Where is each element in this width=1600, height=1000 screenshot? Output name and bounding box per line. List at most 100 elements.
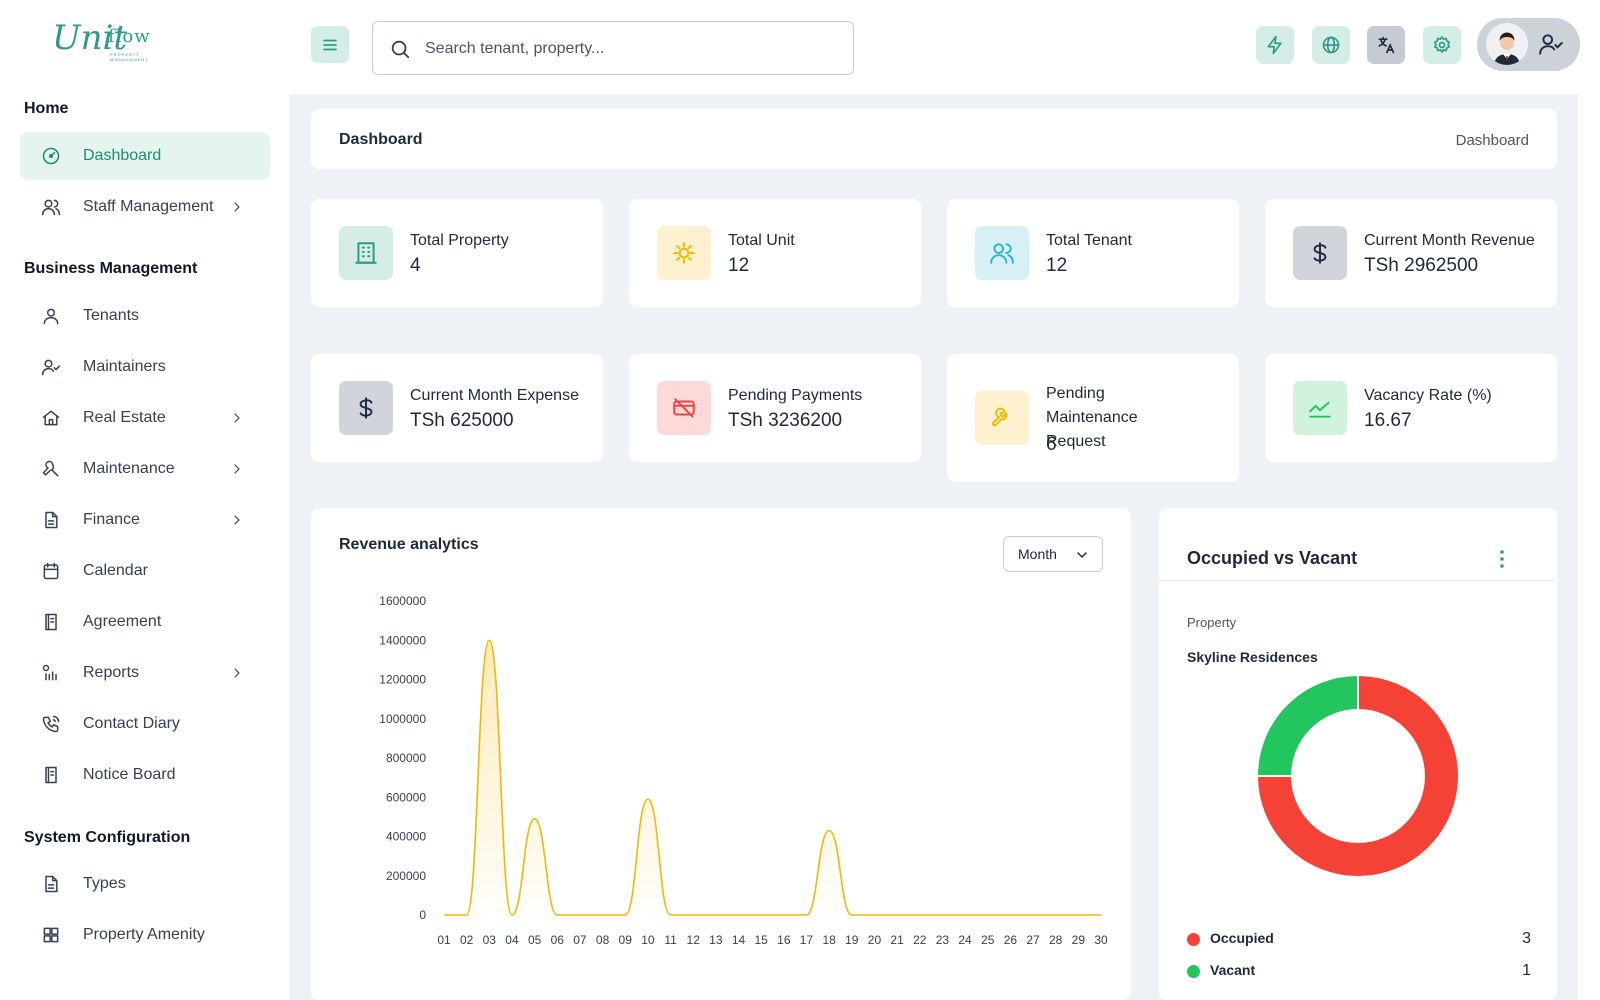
sidebar-item-calendar[interactable]: Calendar <box>20 547 270 595</box>
sidebar-item-real-estate[interactable]: Real Estate <box>20 394 270 442</box>
sidebar-item-maintenance[interactable]: Maintenance <box>20 445 270 493</box>
sidebar-item-maintainers[interactable]: Maintainers <box>20 343 270 391</box>
legend-item-occupied[interactable]: Occupied 3 <box>1187 930 1531 950</box>
stat-icon-box <box>1293 226 1347 280</box>
property-name[interactable]: Skyline Residences <box>1187 649 1318 665</box>
legend-value: 1 <box>1522 962 1531 979</box>
revenue-data-point[interactable] <box>758 912 764 918</box>
x-tick-label: 07 <box>573 933 587 947</box>
revenue-data-point[interactable] <box>600 912 606 918</box>
x-tick-label: 27 <box>1026 933 1040 947</box>
revenue-chart-title: Revenue analytics <box>339 536 479 553</box>
revenue-data-point[interactable] <box>962 912 968 918</box>
sidebar-item-label: Contact Diary <box>83 715 180 732</box>
unit-icon <box>673 242 695 264</box>
stat-value: 12 <box>728 255 750 276</box>
sidebar-item-dashboard[interactable]: Dashboard <box>20 132 270 180</box>
sidebar-item-agreement[interactable]: Agreement <box>20 598 270 646</box>
x-tick-label: 05 <box>528 933 542 947</box>
legend-item-vacant[interactable]: Vacant 1 <box>1187 962 1531 982</box>
translate-button[interactable] <box>1367 26 1405 64</box>
revenue-data-point[interactable] <box>1098 912 1104 918</box>
revenue-data-point[interactable] <box>736 912 742 918</box>
revenue-data-point[interactable] <box>713 912 719 918</box>
x-tick-label: 01 <box>437 933 451 947</box>
stat-icon-box <box>975 391 1029 445</box>
stat-card-total-unit[interactable]: Total Unit 12 <box>629 199 921 307</box>
stat-card-vacancy-rate[interactable]: Vacancy Rate (%) 16.67 <box>1265 354 1557 462</box>
sidebar-item-tenants[interactable]: Tenants <box>20 292 270 340</box>
revenue-data-point[interactable] <box>939 912 945 918</box>
revenue-data-point[interactable] <box>826 828 832 834</box>
stat-label: Total Unit <box>728 232 795 249</box>
donut-slice-occupied[interactable] <box>1255 673 1460 878</box>
donut-slice-vacant[interactable] <box>1255 673 1359 777</box>
chevron-right-icon <box>234 668 240 678</box>
x-tick-label: 18 <box>822 933 836 947</box>
breadcrumb-current[interactable]: Dashboard <box>1455 132 1529 149</box>
stat-label: Vacancy Rate (%) <box>1364 387 1492 404</box>
revenue-data-point[interactable] <box>894 912 900 918</box>
stat-value: 4 <box>410 255 421 276</box>
revenue-data-point[interactable] <box>532 816 538 822</box>
revenue-data-point[interactable] <box>441 912 447 918</box>
stat-value: TSh 3236200 <box>728 410 843 431</box>
revenue-data-point[interactable] <box>781 912 787 918</box>
revenue-data-point[interactable] <box>849 912 855 918</box>
revenue-data-point[interactable] <box>1075 912 1081 918</box>
stat-value: TSh 625000 <box>410 410 514 431</box>
stat-card-current-month-revenue[interactable]: Current Month Revenue TSh 2962500 <box>1265 199 1557 307</box>
app-logo[interactable]: Unit flow PROPERTY MANAGEMENT <box>52 18 172 64</box>
revenue-data-point[interactable] <box>917 912 923 918</box>
period-select[interactable]: Month <box>1003 536 1103 572</box>
revenue-data-point[interactable] <box>622 912 628 918</box>
menu-toggle-button[interactable] <box>311 26 349 63</box>
sidebar-item-contact-diary[interactable]: Contact Diary <box>20 700 270 748</box>
sidebar-item-label: Maintenance <box>83 460 175 477</box>
revenue-area-fill <box>444 640 1101 915</box>
revenue-data-point[interactable] <box>871 912 877 918</box>
sidebar-item-label: Agreement <box>83 613 162 630</box>
revenue-data-point[interactable] <box>1030 912 1036 918</box>
stat-card-pending-payments[interactable]: Pending Payments TSh 3236200 <box>629 354 921 462</box>
revenue-data-point[interactable] <box>577 912 583 918</box>
stat-icon-box <box>339 381 393 435</box>
stat-card-pending-maintenance-request[interactable]: Pending Maintenance Request 6 <box>947 354 1239 482</box>
sidebar-item-finance[interactable]: Finance <box>20 496 270 544</box>
period-select-value: Month <box>1018 546 1057 562</box>
profile-menu-button[interactable] <box>1477 18 1580 71</box>
sidebar-item-notice-board[interactable]: Notice Board <box>20 751 270 799</box>
revenue-data-point[interactable] <box>1007 912 1013 918</box>
revenue-data-point[interactable] <box>645 796 651 802</box>
stat-card-total-tenant[interactable]: Total Tenant 12 <box>947 199 1239 307</box>
reports-icon <box>42 664 57 681</box>
revenue-data-point[interactable] <box>1053 912 1059 918</box>
settings-button[interactable] <box>1423 26 1461 64</box>
chevron-right-icon <box>234 464 240 474</box>
search-input[interactable] <box>425 34 835 64</box>
y-tick-label: 0 <box>419 908 426 922</box>
revenue-data-point[interactable] <box>985 912 991 918</box>
sidebar-item-staff-management[interactable]: Staff Management <box>20 183 270 231</box>
logo-subtitle: PROPERTY MANAGEMENT <box>110 52 149 62</box>
stat-card-total-property[interactable]: Total Property 4 <box>311 199 603 307</box>
revenue-data-point[interactable] <box>690 912 696 918</box>
main-content: Dashboard Dashboard Total Property 4 Total… <box>290 94 1578 1000</box>
revenue-data-point[interactable] <box>803 912 809 918</box>
x-tick-label: 28 <box>1049 933 1063 947</box>
stat-label: Current Month Expense <box>410 387 579 404</box>
sidebar-item-reports[interactable]: Reports <box>20 649 270 697</box>
quick-action-button[interactable] <box>1256 26 1294 64</box>
revenue-data-point[interactable] <box>554 912 560 918</box>
revenue-data-point[interactable] <box>486 637 492 643</box>
more-vertical-icon[interactable] <box>1494 548 1510 570</box>
revenue-data-point[interactable] <box>668 912 674 918</box>
sidebar-item-property-amenity[interactable]: Property Amenity <box>20 911 270 959</box>
sidebar-item-types[interactable]: Types <box>20 860 270 908</box>
revenue-data-point[interactable] <box>509 912 515 918</box>
y-tick-label: 600000 <box>386 790 426 804</box>
language-button[interactable] <box>1312 26 1350 64</box>
stat-card-current-month-expense[interactable]: Current Month Expense TSh 625000 <box>311 354 603 462</box>
revenue-data-point[interactable] <box>464 912 470 918</box>
user-check-icon <box>1539 34 1563 55</box>
